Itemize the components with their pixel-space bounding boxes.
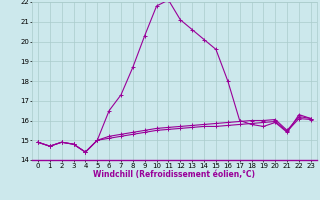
X-axis label: Windchill (Refroidissement éolien,°C): Windchill (Refroidissement éolien,°C): [93, 170, 255, 179]
